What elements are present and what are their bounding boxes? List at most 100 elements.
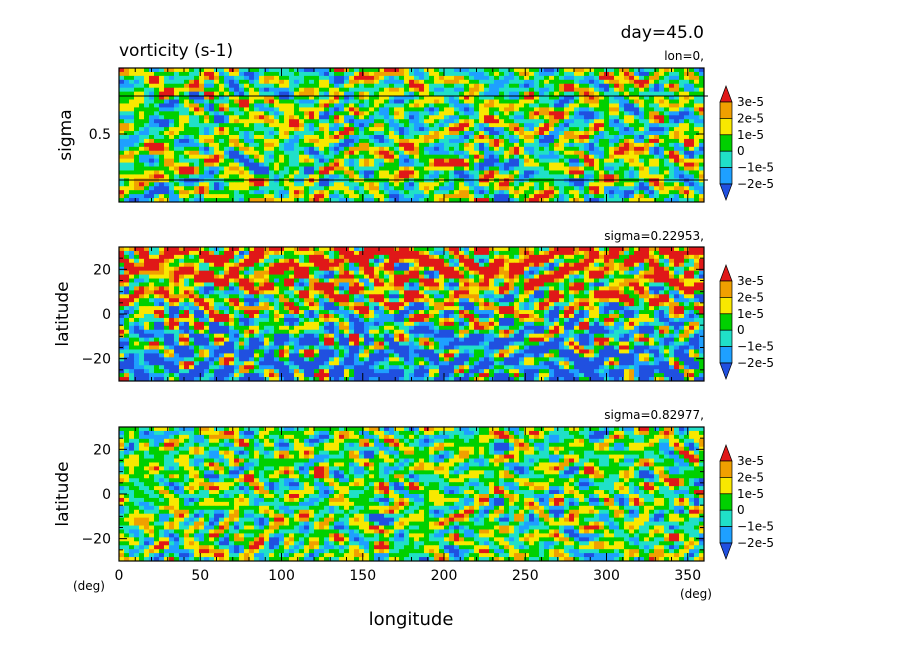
field-cell: [239, 142, 245, 148]
field-cell: [294, 107, 300, 112]
field-cell: [209, 247, 215, 252]
field-cell: [569, 258, 575, 264]
field-cell: [294, 186, 300, 191]
field-cell: [639, 142, 645, 148]
field-cell: [244, 115, 250, 120]
field-cell: [299, 190, 305, 195]
field-cell: [164, 99, 170, 104]
field-cell: [129, 198, 135, 203]
field-cell: [269, 270, 275, 275]
field-cell: [369, 250, 375, 256]
field-cell: [254, 142, 260, 148]
field-cell: [569, 107, 575, 112]
field-cell: [639, 250, 645, 256]
field-cell: [299, 266, 305, 272]
field-cell: [684, 262, 690, 268]
field-cell: [489, 107, 495, 112]
field-cell: [254, 178, 260, 183]
field-cell: [319, 75, 325, 81]
field-cell: [619, 166, 625, 171]
field-cell: [359, 68, 365, 73]
field-cell: [394, 190, 400, 195]
field-cell: [314, 266, 320, 272]
field-cell: [269, 115, 275, 120]
field-cell: [559, 127, 565, 132]
field-cell: [514, 138, 520, 144]
field-cell: [249, 135, 255, 140]
field-cell: [319, 95, 325, 100]
field-cell: [329, 68, 335, 73]
field-cell: [239, 274, 245, 279]
field-cell: [399, 111, 405, 116]
field-cell: [299, 162, 305, 167]
field-cell: [669, 154, 675, 160]
field-cell: [639, 103, 645, 108]
field-cell: [174, 266, 180, 272]
field-cell: [584, 71, 590, 77]
field-cell: [459, 270, 465, 275]
field-cell: [679, 99, 685, 104]
field-cell: [589, 146, 595, 152]
field-cell: [134, 194, 140, 199]
field-cell: [549, 158, 555, 163]
colorbar-label: 2e-5: [737, 111, 764, 125]
field-cell: [574, 270, 580, 275]
field-cell: [374, 274, 380, 279]
field-cell: [464, 162, 470, 167]
field-cell: [154, 274, 160, 279]
field-cell: [574, 258, 580, 264]
field-cell: [694, 111, 700, 116]
field-cell: [179, 103, 185, 108]
field-cell: [139, 182, 145, 187]
field-cell: [299, 138, 305, 144]
field-cell: [194, 266, 200, 272]
field-cell: [219, 83, 225, 89]
field-cell: [419, 262, 425, 268]
field-cell: [334, 266, 340, 272]
field-cell: [164, 150, 170, 156]
field-cell: [699, 174, 705, 179]
field-cell: [519, 119, 525, 124]
field-cell: [654, 87, 660, 93]
field-cell: [634, 99, 640, 104]
field-cell: [599, 103, 605, 108]
field-cell: [224, 75, 230, 81]
field-cell: [384, 198, 390, 203]
field-cell: [479, 262, 485, 268]
field-cell: [679, 150, 685, 156]
field-cell: [219, 87, 225, 93]
field-cell: [694, 182, 700, 187]
field-cell: [119, 135, 125, 140]
field-cell: [149, 71, 155, 77]
field-cell: [279, 162, 285, 167]
field-cell: [364, 194, 370, 199]
field-cell: [464, 131, 470, 136]
field-cell: [659, 115, 665, 120]
field-cell: [359, 178, 365, 183]
field-cell: [134, 146, 140, 152]
field-cell: [559, 158, 565, 163]
field-cell: [169, 87, 175, 93]
field-cell: [144, 194, 150, 199]
field-cell: [569, 174, 575, 179]
field-cell: [364, 186, 370, 191]
field-cell: [549, 150, 555, 156]
field-cell: [189, 254, 195, 260]
field-cell: [594, 186, 600, 191]
field-cell: [144, 107, 150, 112]
field-cell: [244, 91, 250, 96]
field-cell: [669, 174, 675, 179]
field-cell: [669, 75, 675, 81]
field-cell: [564, 170, 570, 175]
field-cell: [129, 103, 135, 108]
field-cell: [694, 250, 700, 256]
field-cell: [474, 135, 480, 140]
field-cell: [634, 95, 640, 100]
field-cell: [629, 91, 635, 96]
field-cell: [149, 178, 155, 183]
field-cell: [384, 247, 390, 252]
field-cell: [424, 270, 430, 275]
field-cell: [214, 182, 220, 187]
field-cell: [259, 254, 265, 260]
